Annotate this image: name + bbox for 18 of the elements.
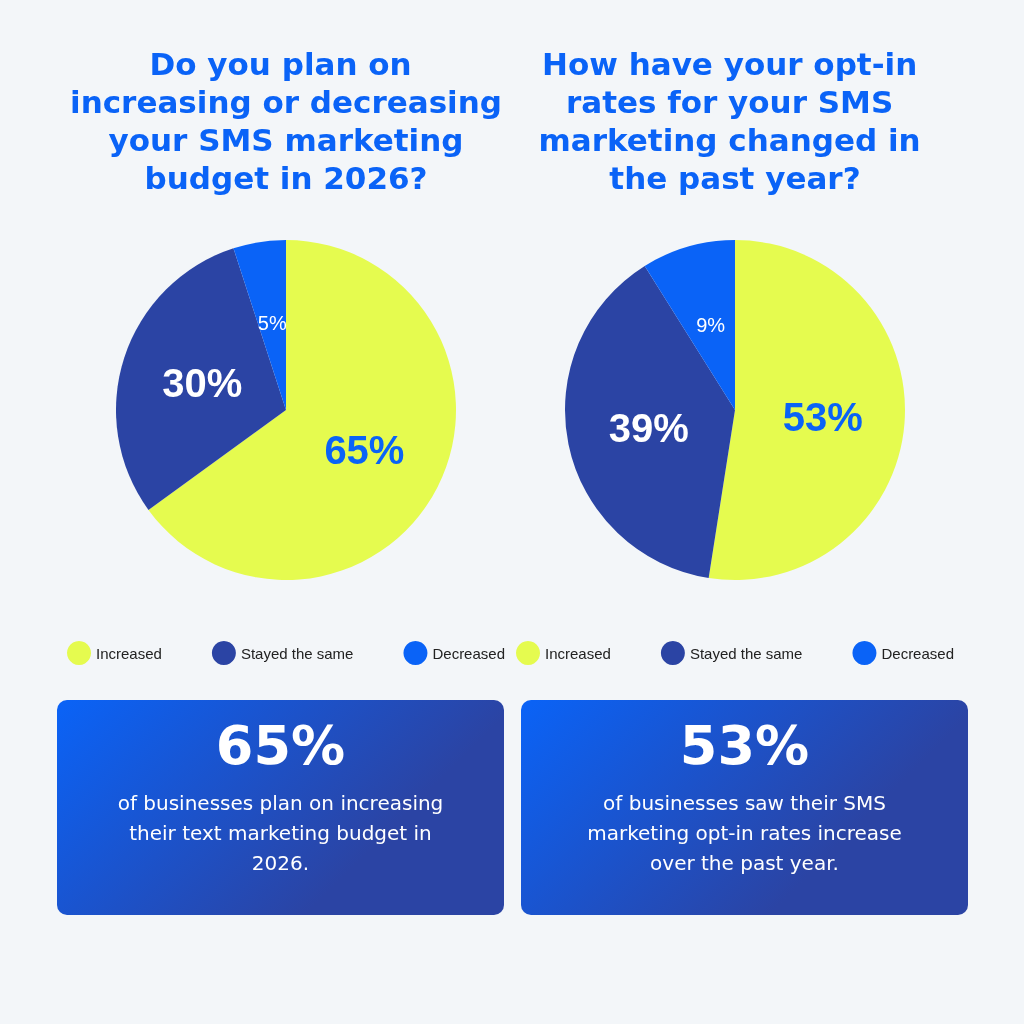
text: of businesses plan on increasing their text marketing budget in 2026. xyxy=(116,790,445,877)
legend-label: Stayed the same xyxy=(689,644,803,662)
text: of businesses saw their SMS marketing opt-in rates increase over the past year. xyxy=(586,790,903,877)
text: 53% xyxy=(678,714,811,778)
legend-label: Stayed the same xyxy=(240,644,354,662)
data-label: 9% xyxy=(696,314,726,337)
legend-label: Increased xyxy=(545,644,611,662)
chart-title: How have your opt-in rates for your SMS marketing changed in the past year? xyxy=(538,46,932,196)
legend-label: Decreased xyxy=(881,644,954,662)
legend-label: Increased xyxy=(96,644,162,662)
chart-title: Do you plan on increasing or decreasing your SMS marketing budget in 2026? xyxy=(70,46,502,196)
data-label: 39% xyxy=(608,405,689,450)
data-label: 65% xyxy=(324,427,405,472)
text: 65% xyxy=(214,714,347,778)
data-label: 5% xyxy=(257,312,287,335)
legend-label: Decreased xyxy=(432,644,505,662)
data-label: 53% xyxy=(782,394,863,439)
data-label: 30% xyxy=(162,360,243,405)
